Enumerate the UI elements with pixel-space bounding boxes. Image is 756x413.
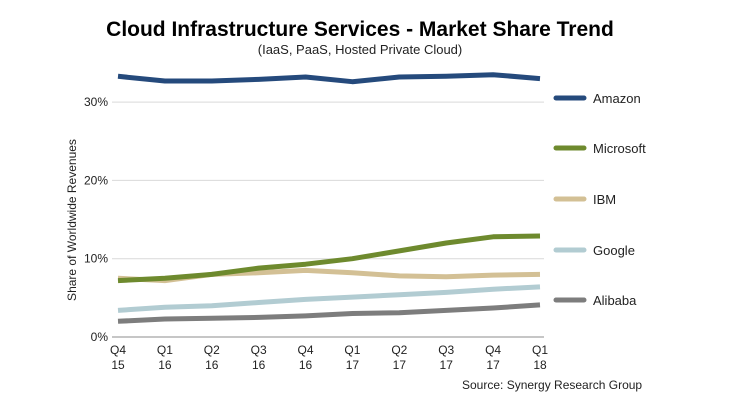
y-tick-label: 10% bbox=[84, 252, 108, 266]
series-lines bbox=[117, 72, 541, 324]
x-tick-label-year: 16 bbox=[299, 358, 313, 372]
x-tick-label-year: 15 bbox=[111, 358, 125, 372]
y-axis-label: Share of Worldwide Revenues bbox=[65, 139, 79, 301]
legend-item-ibm: IBM bbox=[553, 192, 616, 207]
x-tick-label-quarter: Q2 bbox=[391, 343, 407, 357]
legend-label: Google bbox=[593, 243, 635, 258]
legend-label: Microsoft bbox=[593, 141, 646, 156]
x-tick-label-quarter: Q4 bbox=[485, 343, 501, 357]
x-tick-label-year: 16 bbox=[158, 358, 172, 372]
x-tick-label-quarter: Q4 bbox=[110, 343, 126, 357]
x-tick-label-quarter: Q3 bbox=[438, 343, 454, 357]
series-line-microsoft bbox=[117, 233, 541, 284]
x-tick-label-year: 17 bbox=[393, 358, 407, 372]
series-line-google bbox=[117, 284, 541, 313]
legend-label: Amazon bbox=[593, 91, 641, 106]
x-tick-label-quarter: Q4 bbox=[298, 343, 314, 357]
legend: Amazon Microsoft IBM Google Alibaba bbox=[553, 91, 646, 308]
legend-item-alibaba: Alibaba bbox=[553, 293, 637, 308]
x-tick-label-year: 16 bbox=[205, 358, 219, 372]
legend-item-amazon: Amazon bbox=[553, 91, 641, 106]
y-tick-label: 0% bbox=[91, 330, 109, 344]
y-axis-ticks: 0% 10% 20% 30% bbox=[84, 95, 108, 344]
series-line-alibaba bbox=[117, 302, 541, 324]
legend-item-google: Google bbox=[553, 243, 635, 258]
x-tick-label-quarter: Q3 bbox=[251, 343, 267, 357]
x-tick-label-quarter: Q1 bbox=[157, 343, 173, 357]
chart-title: Cloud Infrastructure Services - Market S… bbox=[106, 18, 614, 41]
x-tick-label-quarter: Q1 bbox=[344, 343, 360, 357]
legend-label: IBM bbox=[593, 192, 616, 207]
chart-subtitle: (IaaS, PaaS, Hosted Private Cloud) bbox=[257, 42, 463, 57]
x-tick-label-quarter: Q1 bbox=[532, 343, 548, 357]
legend-item-microsoft: Microsoft bbox=[553, 141, 646, 156]
x-tick-label-quarter: Q2 bbox=[204, 343, 220, 357]
x-tick-label-year: 17 bbox=[346, 358, 360, 372]
x-tick-label-year: 17 bbox=[440, 358, 454, 372]
series-line-amazon bbox=[117, 72, 541, 85]
gridlines bbox=[112, 101, 544, 338]
y-tick-label: 30% bbox=[84, 95, 108, 109]
x-tick-label-year: 17 bbox=[486, 358, 500, 372]
y-tick-label: 20% bbox=[84, 173, 108, 187]
x-tick-label-year: 16 bbox=[252, 358, 266, 372]
x-tick-label-year: 18 bbox=[533, 358, 547, 372]
source-note: Source: Synergy Research Group bbox=[462, 378, 643, 392]
legend-label: Alibaba bbox=[593, 293, 637, 308]
